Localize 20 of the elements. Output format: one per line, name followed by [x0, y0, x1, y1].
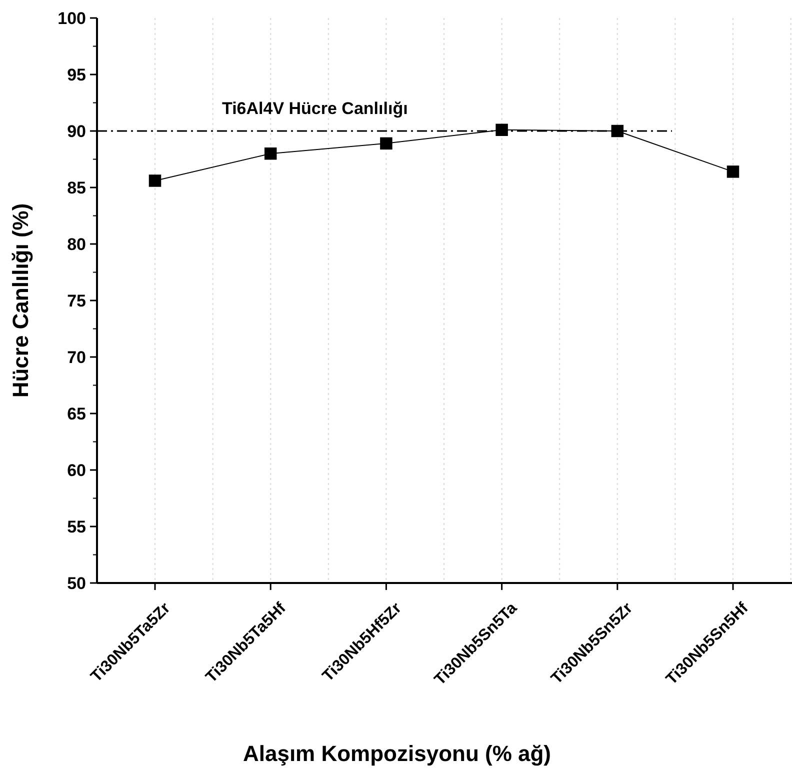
y-tick-label: 100 — [58, 8, 86, 28]
point — [726, 166, 740, 178]
y-tick-label: 90 — [67, 122, 86, 141]
y-tick-label: 60 — [67, 460, 86, 480]
y-tick-label: 80 — [67, 234, 86, 254]
y-tick-label: 65 — [67, 404, 86, 424]
x-axis-title: Alaşım Kompozisyonu (% ağ) — [242, 741, 552, 766]
point — [380, 137, 392, 150]
y-tick-label: 75 — [67, 291, 86, 310]
y-tick-label: 50 — [67, 574, 86, 593]
point — [611, 124, 624, 138]
y-tick-label: 70 — [67, 348, 86, 367]
point — [148, 174, 162, 187]
point — [496, 124, 508, 136]
y-tick-label: 85 — [67, 178, 86, 198]
y-tick-label: 55 — [67, 517, 86, 536]
ref-line-label: Ti6Al4V Hücre Canlılığı — [222, 99, 408, 118]
y-tick-label: 95 — [67, 65, 86, 84]
y-axis-title: Hücre Canlılığı (%) — [8, 203, 33, 398]
point — [264, 147, 277, 160]
